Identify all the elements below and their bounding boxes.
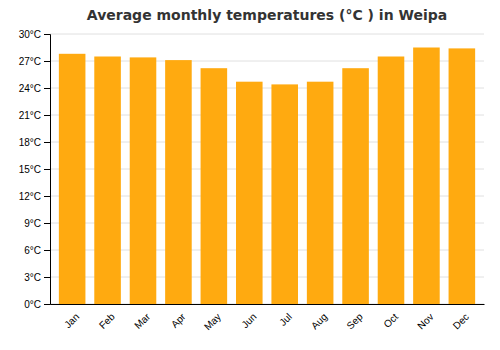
x-tick: Dec [451,311,471,331]
y-tick-mark [44,250,50,251]
y-tick: 30°C [19,29,50,40]
x-tick: Aug [309,311,329,331]
y-tick-label: 18°C [19,137,41,148]
y-tick-label: 3°C [24,272,41,283]
y-tick-label: 21°C [19,110,41,121]
x-tick: Nov [415,311,435,331]
x-tick: Feb [97,311,117,331]
x-tick-label: Jun [239,311,258,330]
y-tick-mark [44,196,50,197]
y-tick: 9°C [24,218,50,229]
y-tick-label: 27°C [19,56,41,67]
x-tick-label: Apr [169,311,188,330]
x-tick-label: Aug [309,311,329,331]
y-axis-line [44,35,51,305]
y-tick: 6°C [24,245,50,256]
y-tick-mark [44,304,50,305]
x-tick-label: Oct [381,311,400,330]
bar [271,84,298,304]
x-tick: Mar [132,311,152,331]
x-tick-label: May [202,311,223,332]
x-tick-label: Nov [415,311,435,331]
x-tick-label: Mar [132,311,152,331]
y-tick: 12°C [19,191,50,202]
y-tick: 24°C [19,83,50,94]
grid [50,34,484,304]
x-tick: Jun [239,311,258,330]
bar [165,60,192,304]
bar [94,57,121,305]
bar [378,57,405,305]
bar [236,82,263,304]
y-axis: 0°C 3°C 6°C 9°C 12°C 15°C 18°C 21°C 24°C 27°C 30°C [19,29,51,310]
bar [201,68,228,304]
x-axis-line [51,304,485,305]
plot: 0°C 3°C 6°C 9°C 12°C 15°C 18°C 21°C 24°C 27°C 30°C… [19,29,485,333]
y-tick-mark [44,169,50,170]
y-tick-mark [44,88,50,89]
bars [59,48,475,305]
y-tick: 3°C [24,272,50,283]
grid-line [50,34,484,35]
y-tick: 15°C [19,164,50,175]
x-tick-label: Sep [344,311,365,332]
x-tick-label: Dec [451,311,471,331]
x-tick: Jan [62,311,81,330]
x-tick: Apr [169,311,188,330]
y-tick-mark [44,223,50,224]
y-tick: 27°C [19,56,50,67]
x-tick-label: Jan [62,311,81,330]
title: Average monthly temperatures (°C ) in We… [87,7,447,23]
x-tick-label: Jul [277,311,294,328]
bar [130,57,157,304]
bar [59,54,86,304]
y-tick-mark [44,34,50,35]
y-tick-label: 6°C [24,245,41,256]
y-tick-mark [44,277,50,278]
y-tick: 18°C [19,137,50,148]
y-tick-mark [44,142,50,143]
y-tick-mark [44,61,50,62]
y-tick-label: 12°C [19,191,41,202]
bar [413,48,440,305]
y-tick-label: 30°C [19,29,41,40]
x-tick: Oct [381,311,400,330]
x-tick: Sep [344,311,365,332]
chart: 0°C 3°C 6°C 9°C 12°C 15°C 18°C 21°C 24°C 27°C 30°C… [0,0,500,350]
bar [449,48,476,304]
y-tick: 0°C [24,299,50,310]
y-tick-label: 24°C [19,83,41,94]
x-tick: Jul [277,311,294,328]
y-tick: 21°C [19,110,50,121]
y-tick-label: 0°C [24,299,41,310]
x-tick: May [202,311,223,332]
y-tick-label: 9°C [24,218,41,229]
x-tick-label: Feb [97,311,117,331]
bar [342,68,369,304]
y-tick-mark [44,115,50,116]
x-axis: Jan Feb Mar Apr May Jun Jul Aug Sep Oct Nov Dec [51,305,485,333]
bar [307,82,334,304]
y-tick-label: 15°C [19,164,41,175]
